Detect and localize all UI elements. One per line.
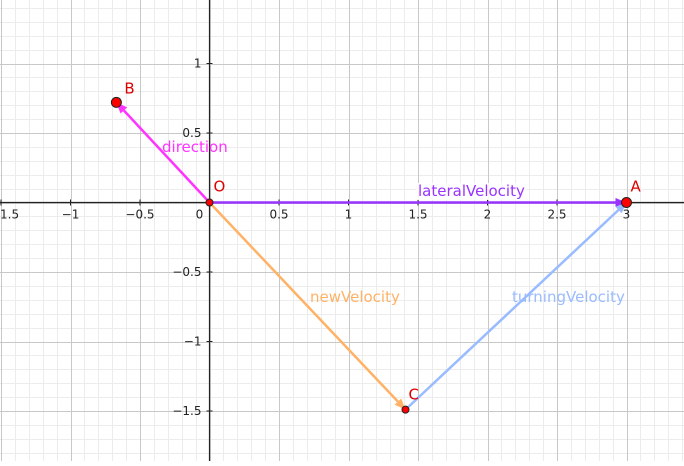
points: O A B C	[110, 79, 642, 414]
point-marker[interactable]	[401, 405, 410, 414]
x-tick-label: 0.5	[269, 208, 288, 222]
x-tick-label: 3	[623, 208, 631, 222]
point-label: B	[124, 79, 134, 97]
vector-label: turningVelocity	[512, 288, 625, 306]
vector-lateralVelocity[interactable]: lateralVelocity	[209, 182, 627, 207]
y-tick-label: −1.5	[172, 404, 201, 418]
point-B[interactable]: B	[110, 79, 135, 108]
point-label: C	[408, 386, 418, 404]
x-tick-label: 2	[484, 208, 492, 222]
x-tick-label: 1.5	[0, 208, 19, 222]
vectors: direction lateralVelocity newVelocity turni…	[116, 102, 627, 411]
tick-labels: 1.5 −1 −0.5 0 0.5 1 1.5 2 2.5 3 1 0.5 −0.5 −1 −1.5	[0, 57, 630, 419]
vector-label-background	[416, 183, 526, 200]
point-label: O	[214, 178, 226, 196]
x-tick-label: −0.5	[125, 208, 154, 222]
vector-label: newVelocity	[310, 288, 400, 306]
x-tick-label: 1.5	[408, 208, 427, 222]
point-marker[interactable]	[110, 96, 122, 108]
vector-label: lateralVelocity	[418, 182, 525, 200]
vector-label: direction	[162, 138, 228, 156]
x-tick-label: −1	[62, 208, 80, 222]
x-tick-label: 1	[345, 208, 353, 222]
y-tick-label: 0.5	[182, 126, 201, 140]
vector-line[interactable]	[122, 109, 211, 204]
vector-line[interactable]	[208, 201, 399, 403]
y-tick-label: −0.5	[172, 265, 201, 279]
point-label: A	[631, 178, 642, 196]
point-A[interactable]: A	[621, 178, 642, 208]
point-marker[interactable]	[205, 198, 214, 207]
vector-line[interactable]	[404, 209, 620, 411]
point-marker[interactable]	[621, 197, 632, 208]
x-tick-label: 2.5	[547, 208, 566, 222]
y-tick-label: 1	[194, 57, 202, 71]
point-C[interactable]: C	[401, 386, 419, 414]
y-tick-label: −1	[184, 335, 202, 349]
x-tick-label: 0	[196, 208, 204, 222]
point-O[interactable]: O	[205, 178, 226, 207]
vector-direction[interactable]: direction	[116, 102, 228, 204]
